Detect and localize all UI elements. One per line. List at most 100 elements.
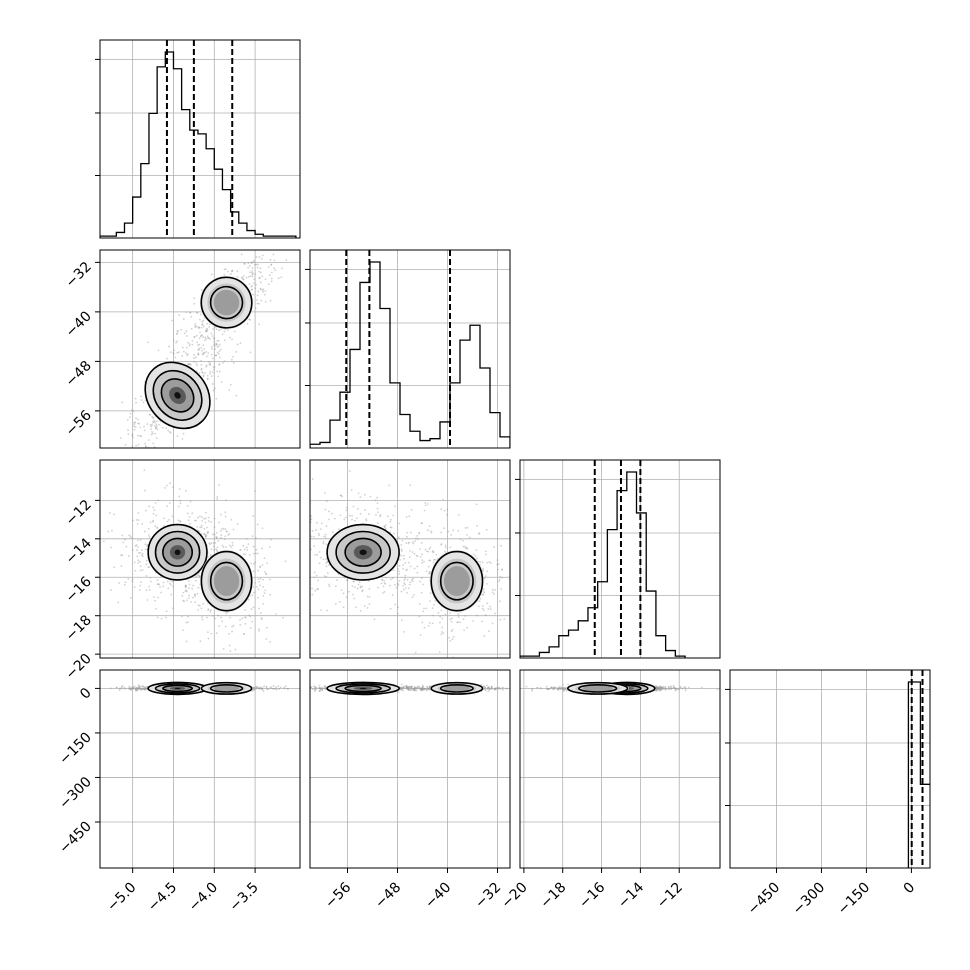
sample-point — [231, 269, 234, 272]
sample-point — [654, 689, 657, 692]
sample-point — [397, 536, 400, 539]
sample-point — [311, 478, 314, 480]
sample-point — [211, 533, 214, 536]
sample-point — [137, 443, 140, 446]
sample-point — [196, 364, 199, 367]
sample-point — [431, 551, 434, 553]
sample-point — [398, 579, 401, 582]
sample-point — [675, 687, 677, 690]
sample-point — [244, 553, 247, 556]
sample-point — [187, 580, 190, 583]
sample-point — [190, 601, 192, 603]
sample-point — [210, 375, 213, 377]
sample-point — [432, 551, 435, 554]
sample-point — [677, 688, 680, 691]
sample-point — [133, 425, 135, 428]
sample-point — [567, 683, 570, 686]
sample-point — [352, 580, 355, 583]
sample-point — [145, 575, 148, 577]
sample-point — [194, 519, 196, 522]
sample-point — [224, 535, 227, 538]
sample-point — [223, 360, 226, 363]
sample-point — [221, 333, 224, 336]
sample-point — [137, 422, 140, 425]
sample-point — [657, 687, 660, 690]
sample-point — [409, 565, 412, 568]
sample-point — [429, 530, 432, 532]
sample-point — [215, 343, 218, 345]
sample-point — [408, 583, 411, 586]
sample-point — [189, 311, 192, 314]
sample-point — [215, 397, 218, 400]
sample-point — [262, 288, 265, 291]
sample-point — [156, 428, 159, 431]
sample-point — [245, 546, 248, 549]
sample-point — [295, 564, 297, 566]
sample-point — [205, 330, 208, 333]
density-level — [359, 549, 367, 556]
sample-point — [188, 344, 191, 347]
sample-point — [222, 647, 225, 650]
sample-point — [207, 608, 210, 611]
sample-point — [144, 399, 147, 402]
sample-point — [476, 524, 478, 527]
sample-point — [408, 689, 411, 691]
sample-point — [221, 620, 224, 623]
sample-point — [422, 689, 425, 691]
sample-point — [377, 586, 380, 589]
sample-point — [171, 486, 174, 489]
sample-point — [247, 598, 250, 601]
sample-point — [212, 337, 215, 340]
sample-point — [192, 584, 195, 587]
sample-point — [211, 383, 214, 385]
sample-point — [420, 542, 423, 544]
sample-point — [137, 418, 139, 421]
sample-point — [140, 395, 142, 398]
sample-point — [206, 327, 208, 330]
sample-point — [200, 363, 203, 366]
sample-point — [466, 526, 469, 529]
sample-point — [156, 527, 159, 530]
sample-point — [185, 621, 188, 624]
sample-point — [413, 687, 416, 690]
sample-point — [327, 518, 330, 521]
sample-point — [257, 569, 259, 572]
sample-point — [260, 617, 263, 620]
sample-point — [498, 578, 501, 581]
sample-point — [318, 551, 321, 553]
contour-line — [162, 684, 194, 693]
sample-point — [427, 625, 430, 627]
sample-point — [177, 329, 179, 332]
sample-point — [113, 566, 115, 569]
sample-point — [485, 550, 487, 553]
sample-point — [205, 351, 208, 353]
sample-point — [201, 664, 203, 666]
sample-point — [181, 594, 184, 597]
sample-point — [431, 607, 434, 610]
sample-point — [421, 553, 423, 556]
sample-point — [223, 330, 226, 333]
sample-point — [134, 689, 137, 691]
sample-point — [118, 689, 121, 691]
sample-point — [304, 688, 306, 690]
sample-point — [301, 566, 303, 568]
sample-point — [323, 575, 326, 577]
sample-point — [273, 259, 276, 262]
sample-point — [143, 686, 146, 689]
sample-point — [249, 627, 252, 629]
sample-point — [672, 684, 675, 687]
sample-point — [255, 686, 258, 689]
sample-point — [449, 612, 451, 615]
sample-point — [202, 374, 205, 377]
sample-point — [261, 527, 264, 530]
sample-point — [421, 689, 424, 692]
sample-point — [304, 688, 306, 690]
sample-point — [204, 535, 207, 538]
sample-point — [209, 364, 212, 366]
sample-point — [417, 685, 420, 688]
sample-point — [197, 326, 200, 329]
sample-point — [464, 547, 467, 550]
sample-point — [131, 434, 134, 437]
sample-point — [265, 542, 267, 544]
sample-point — [251, 620, 254, 623]
